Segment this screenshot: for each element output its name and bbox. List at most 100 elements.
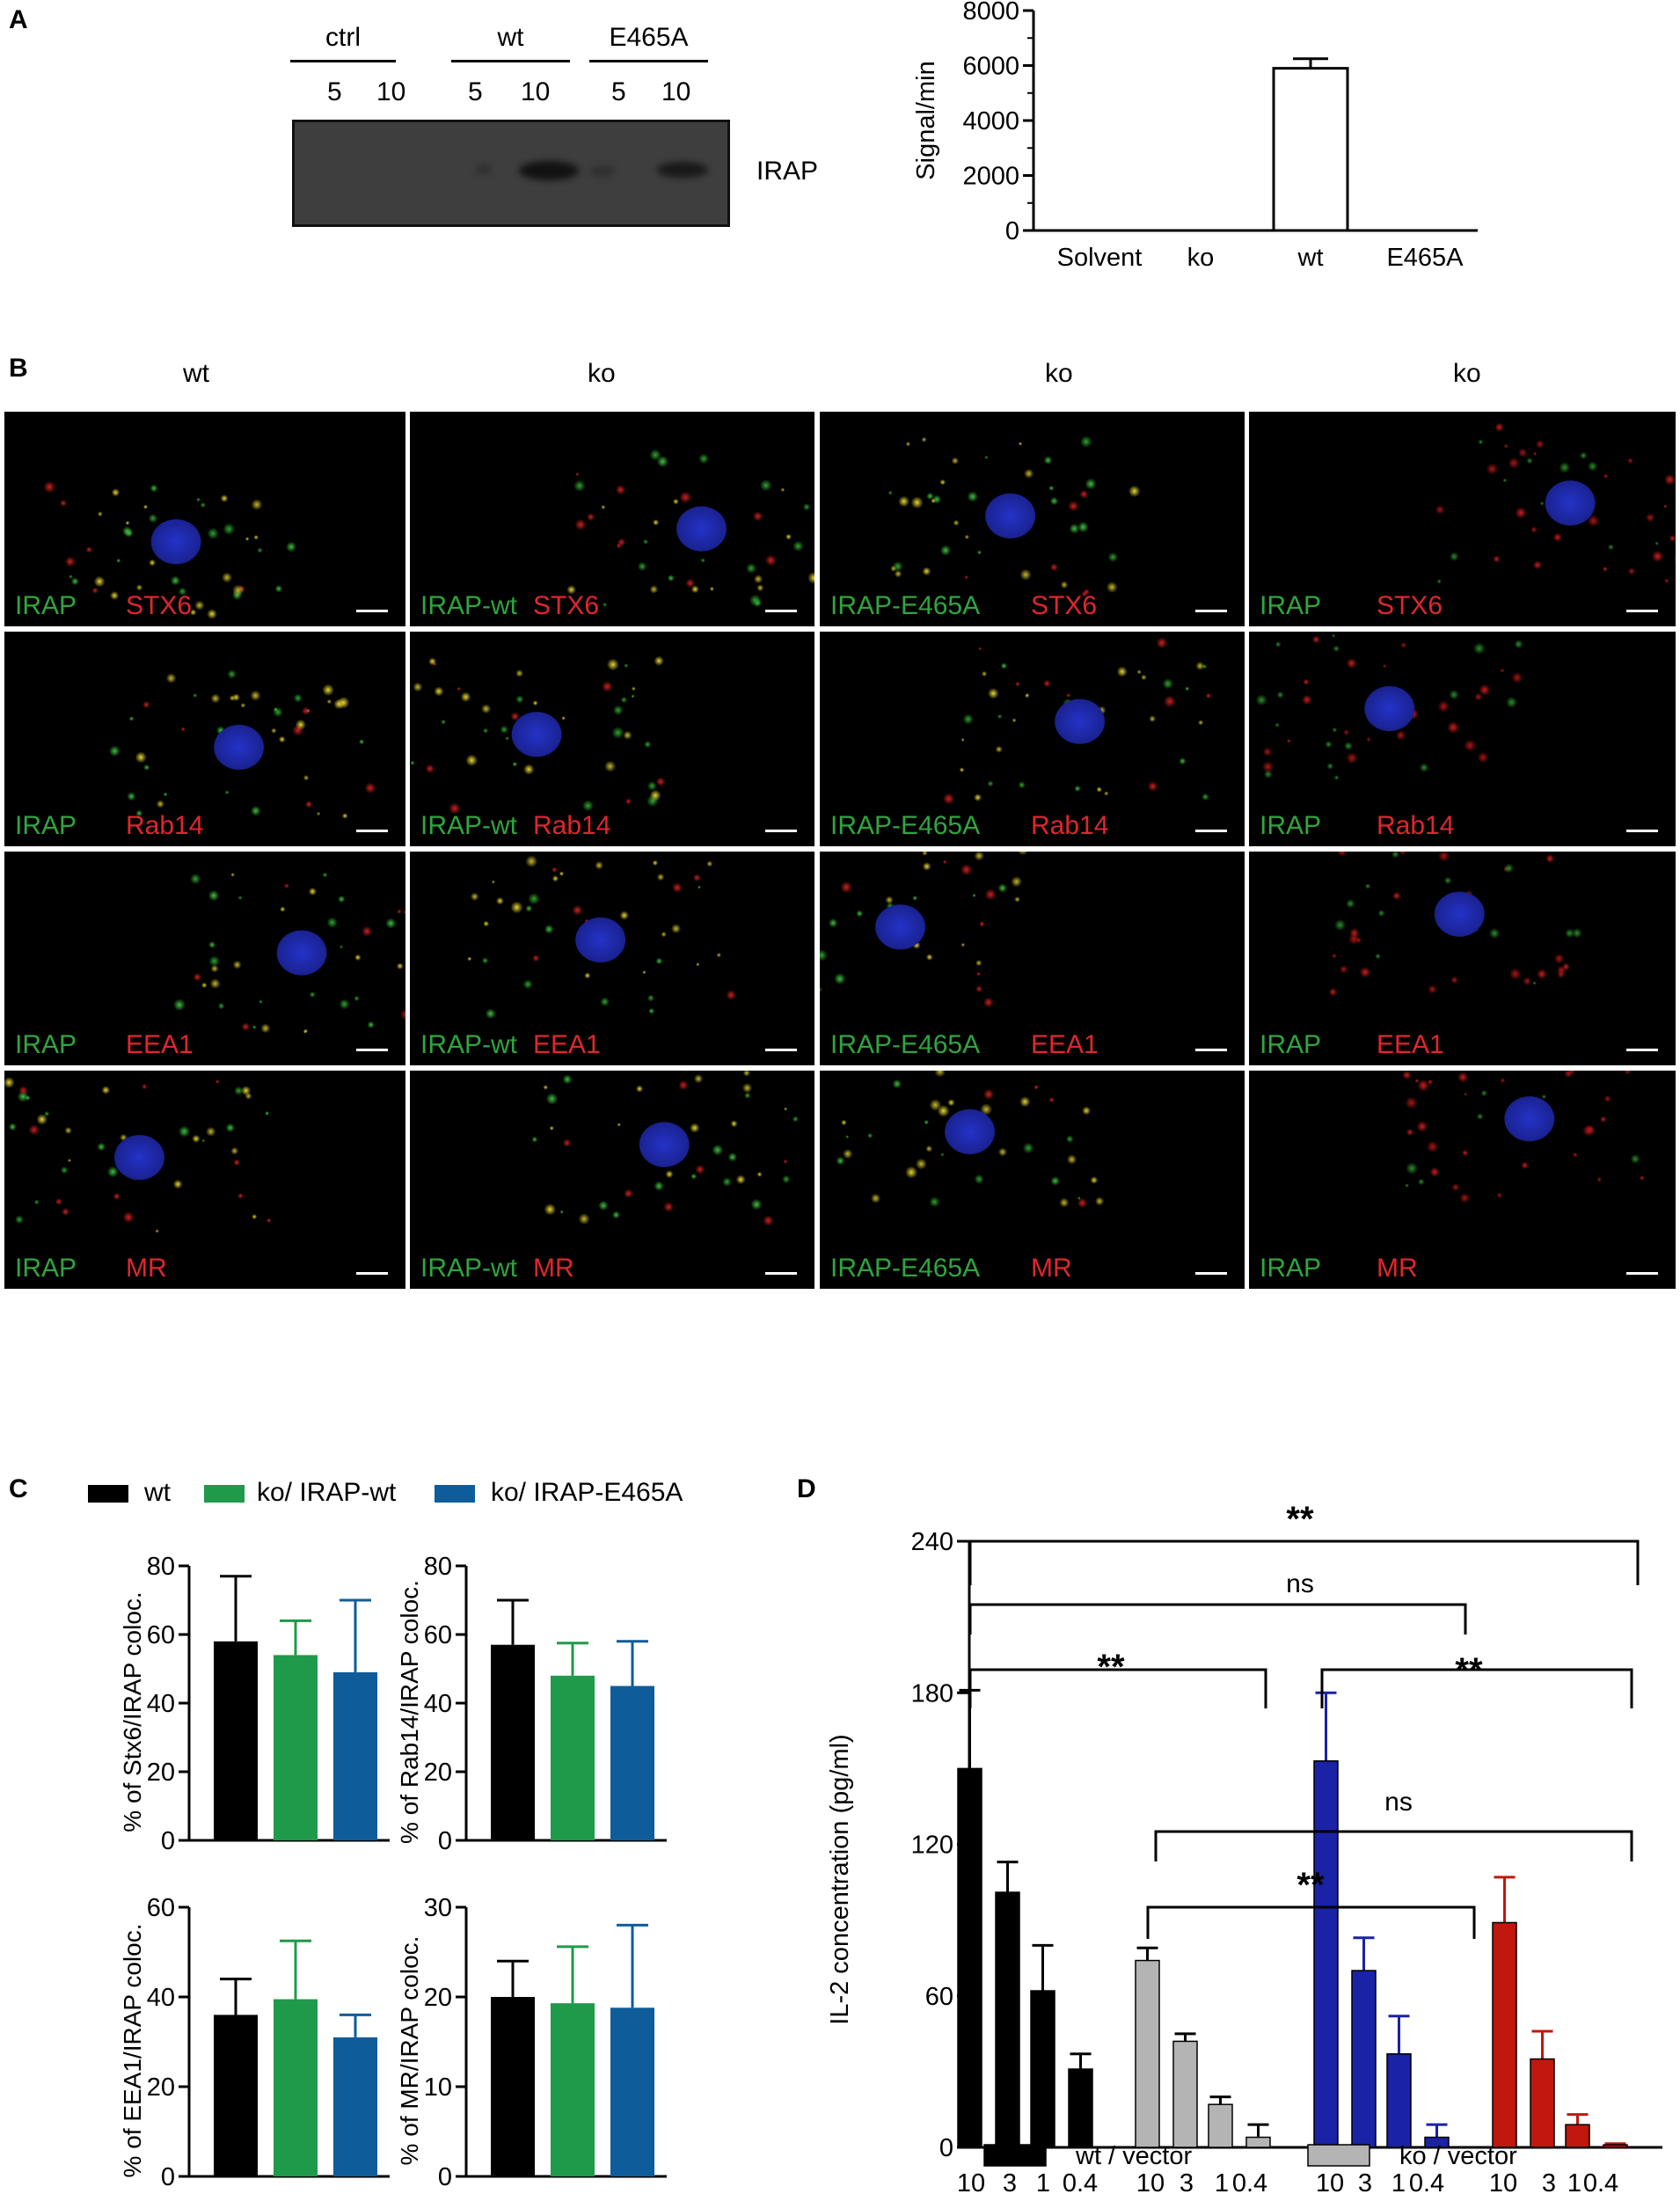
scale-bar	[1195, 610, 1227, 612]
bar	[1603, 2144, 1628, 2148]
y-tick-label: 60	[424, 1621, 452, 1649]
cell-staining	[820, 1071, 1245, 1289]
blot-band	[589, 166, 616, 177]
micrograph-panel: IRAP-E465A STX6	[820, 412, 1245, 626]
x-tick-label: 1	[1567, 2169, 1581, 2194]
y-axis-label: % of Stx6/IRAP coloc.	[119, 1591, 146, 1832]
significance-label: **	[1297, 1866, 1325, 1905]
bar	[551, 1675, 595, 1840]
bar	[610, 1686, 654, 1840]
red-channel-label: EEA1	[533, 1030, 601, 1059]
blot-band	[657, 162, 708, 178]
micrograph-panel: IRAP-E465A EEA1	[820, 852, 1245, 1065]
x-tick-label: 3	[1358, 2169, 1372, 2194]
cell-staining	[1249, 852, 1676, 1065]
legend-label: ko/ IRAP-wt	[257, 1478, 397, 1507]
x-tick-label: 10	[1316, 2169, 1344, 2194]
red-channel-label: MR	[1377, 1254, 1418, 1283]
significance-label: ns	[1384, 1788, 1413, 1817]
cell-staining	[1249, 412, 1676, 626]
cell-staining	[1249, 1071, 1676, 1289]
panel-c-label: C	[9, 1474, 28, 1503]
legend-swatch	[1307, 2144, 1370, 2167]
column-header: wt	[183, 359, 209, 388]
y-tick-label: 40	[147, 1984, 175, 2012]
significance-label: **	[1286, 1500, 1314, 1539]
cell-staining	[4, 852, 405, 1065]
bar	[333, 1671, 377, 1840]
y-tick-label: 30	[424, 1894, 452, 1922]
red-channel-label: EEA1	[126, 1030, 194, 1059]
cell-staining	[410, 1071, 814, 1289]
red-channel-label: MR	[126, 1254, 167, 1283]
green-channel-label: IRAP	[15, 1254, 77, 1283]
y-tick-label: 60	[147, 1894, 175, 1922]
green-channel-label: IRAP	[1260, 1030, 1322, 1059]
scale-bar	[356, 610, 388, 612]
bar	[1530, 2058, 1555, 2148]
green-channel-label: IRAP	[15, 591, 77, 620]
x-tick-label: wt	[1297, 244, 1324, 272]
scale-bar	[356, 1049, 388, 1051]
micrograph-panel: IRAP Rab14	[1249, 632, 1676, 846]
blot-group-e465a: E465A	[589, 25, 708, 62]
bar	[1208, 2103, 1233, 2148]
bar	[491, 1997, 535, 2176]
y-tick-label: 60	[925, 1983, 953, 2011]
bar	[274, 1999, 318, 2176]
significance-label: ns	[1286, 1569, 1314, 1598]
significance-bracket	[968, 1603, 1467, 1635]
y-tick-label: 20	[147, 2073, 175, 2102]
y-tick-label: 20	[424, 1984, 452, 2012]
scale-bar	[1195, 1272, 1227, 1275]
panel-b-label: B	[9, 354, 28, 383]
y-tick-label: 0	[161, 2163, 175, 2191]
y-tick-label: 0	[939, 2134, 953, 2162]
y-tick-label: 0	[161, 1827, 175, 1855]
lane-label: 5	[468, 77, 483, 106]
x-tick-label: Solvent	[1057, 244, 1143, 272]
red-channel-label: Rab14	[126, 811, 204, 840]
bar	[1351, 1970, 1377, 2148]
bar	[1272, 67, 1349, 232]
significance-bracket	[1154, 1830, 1633, 1861]
lane-label: 10	[521, 77, 551, 106]
x-tick-label: 1	[1036, 2169, 1050, 2194]
y-tick-label: 40	[147, 1690, 175, 1718]
y-tick-label: 20	[147, 1759, 175, 1787]
bar	[1172, 2040, 1198, 2148]
panel-d-label: D	[797, 1474, 816, 1503]
bar	[1424, 2136, 1450, 2148]
y-tick-label: 2000	[962, 163, 1019, 191]
micrograph-panel: IRAP-wt Rab14	[410, 632, 814, 846]
y-tick-label: 240	[911, 1528, 953, 1556]
bar	[1565, 2124, 1590, 2148]
green-channel-label: IRAP-wt	[420, 591, 518, 620]
x-tick-label: 10	[957, 2169, 985, 2194]
blot-protein-label: IRAP	[756, 157, 819, 186]
scale-bar	[1626, 1272, 1658, 1275]
scale-bar	[1626, 1049, 1658, 1051]
y-tick-label: 10	[424, 2073, 452, 2102]
red-channel-label: MR	[533, 1254, 574, 1283]
green-channel-label: IRAP	[15, 811, 77, 840]
scale-bar	[765, 1272, 797, 1275]
y-tick-label: 0	[438, 2163, 452, 2191]
green-channel-label: IRAP-E465A	[830, 1030, 981, 1059]
x-tick-label: 0.4	[1409, 2169, 1444, 2194]
scale-bar	[765, 1049, 797, 1051]
blot-group-ctrl: ctrl	[290, 25, 396, 62]
scale-bar	[356, 1272, 388, 1275]
legend-swatch-ko-irap-e465a	[435, 1485, 475, 1503]
x-tick-label: 3	[1180, 2169, 1194, 2194]
blot-band	[519, 161, 579, 180]
bar	[333, 2037, 377, 2176]
y-tick-label: 80	[424, 1553, 452, 1581]
y-tick-label: 4000	[962, 107, 1019, 135]
y-tick-label: 6000	[962, 53, 1019, 81]
cell-staining	[410, 412, 814, 626]
red-channel-label: STX6	[1377, 591, 1443, 620]
panel-a-chart: 0 2000 4000 6000 8000 Signal/min Solvent ko wt E4…	[912, 0, 1478, 272]
y-axis-label: % of MR/IRAP coloc.	[396, 1936, 423, 2166]
green-channel-label: IRAP-E465A	[830, 591, 981, 620]
